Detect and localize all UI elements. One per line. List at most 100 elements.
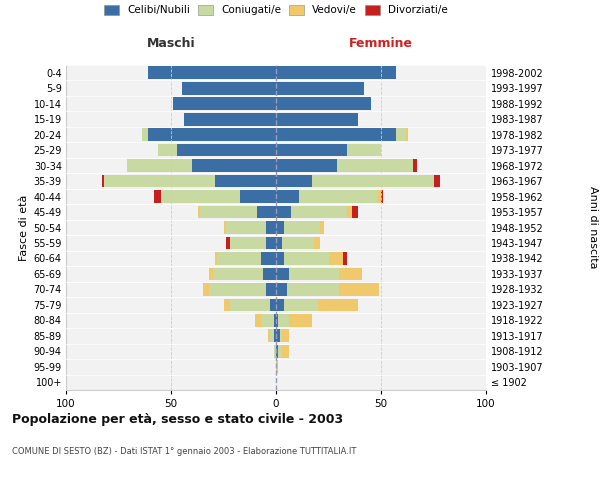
Bar (255, 314, 262, 326)
Y-axis label: Fasce di età: Fasce di età (19, 194, 29, 260)
Bar (184, 113, 276, 126)
Text: Femmine: Femmine (349, 37, 413, 50)
Bar (213, 268, 263, 280)
Bar (192, 159, 276, 172)
Bar (377, 190, 381, 203)
Text: Popolazione per età, sesso e stato civile - 2003: Popolazione per età, sesso e stato civil… (12, 412, 343, 426)
Bar (268, 330, 270, 342)
Bar (265, 221, 276, 234)
Bar (224, 221, 226, 234)
Bar (161, 190, 240, 203)
Bar (215, 252, 217, 265)
Bar (276, 330, 280, 342)
Bar (198, 206, 200, 218)
Bar (276, 159, 337, 172)
Bar (283, 330, 289, 342)
Bar (262, 252, 276, 265)
Bar (230, 298, 270, 311)
Bar (352, 206, 358, 218)
Bar (215, 174, 276, 188)
Bar (413, 159, 416, 172)
Bar (270, 298, 276, 311)
Bar (154, 190, 161, 203)
Bar (289, 268, 339, 280)
Bar (339, 268, 362, 280)
Bar (381, 190, 383, 203)
Bar (347, 206, 352, 218)
Bar (276, 174, 312, 188)
Text: Maschi: Maschi (146, 37, 196, 50)
Bar (276, 298, 284, 311)
Bar (240, 190, 276, 203)
Bar (433, 174, 440, 188)
Bar (284, 298, 318, 311)
Bar (343, 252, 347, 265)
Bar (223, 298, 230, 311)
Bar (289, 314, 312, 326)
Bar (276, 345, 278, 358)
Bar (287, 283, 339, 296)
Bar (276, 82, 364, 94)
Text: COMUNE DI SESTO (BZ) - Dati ISTAT 1° gennaio 2003 - Elaborazione TUTTITALIA.IT: COMUNE DI SESTO (BZ) - Dati ISTAT 1° gen… (12, 448, 356, 456)
Bar (276, 206, 290, 218)
Bar (339, 283, 379, 296)
Bar (347, 144, 381, 156)
Bar (142, 128, 148, 141)
Bar (257, 206, 276, 218)
Bar (200, 206, 257, 218)
Bar (276, 113, 358, 126)
Bar (203, 283, 209, 296)
Bar (276, 190, 299, 203)
Bar (276, 66, 396, 79)
Bar (312, 174, 433, 188)
Bar (396, 128, 406, 141)
Bar (276, 128, 396, 141)
Bar (276, 144, 347, 156)
Bar (148, 66, 276, 79)
Bar (173, 98, 276, 110)
Bar (278, 345, 283, 358)
Bar (104, 174, 215, 188)
Bar (283, 345, 289, 358)
Bar (274, 314, 276, 326)
Bar (276, 252, 284, 265)
Bar (284, 221, 320, 234)
Bar (284, 252, 329, 265)
Bar (276, 98, 371, 110)
Bar (278, 314, 289, 326)
Bar (274, 345, 276, 358)
Bar (276, 236, 283, 250)
Bar (290, 206, 347, 218)
Bar (270, 330, 274, 342)
Bar (280, 330, 283, 342)
Bar (276, 314, 278, 326)
Bar (209, 268, 213, 280)
Bar (261, 314, 274, 326)
Bar (318, 298, 358, 311)
Bar (265, 283, 276, 296)
Bar (337, 159, 413, 172)
Bar (320, 221, 325, 234)
Bar (217, 252, 262, 265)
Legend: Celibi/Nubili, Coniugati/e, Vedovi/e, Divorziati/e: Celibi/Nubili, Coniugati/e, Vedovi/e, Di… (104, 5, 448, 15)
Bar (265, 236, 276, 250)
Bar (299, 190, 377, 203)
Bar (276, 283, 287, 296)
Bar (209, 283, 265, 296)
Bar (226, 221, 265, 234)
Bar (148, 128, 276, 141)
Bar (314, 236, 320, 250)
Bar (230, 236, 265, 250)
Bar (158, 144, 178, 156)
Bar (226, 236, 230, 250)
Bar (406, 128, 409, 141)
Bar (102, 174, 104, 188)
Bar (178, 144, 276, 156)
Y-axis label: Anni di nascita: Anni di nascita (588, 186, 598, 269)
Bar (276, 360, 278, 373)
Bar (329, 252, 343, 265)
Bar (276, 268, 289, 280)
Bar (182, 82, 276, 94)
Bar (274, 330, 276, 342)
Bar (263, 268, 276, 280)
